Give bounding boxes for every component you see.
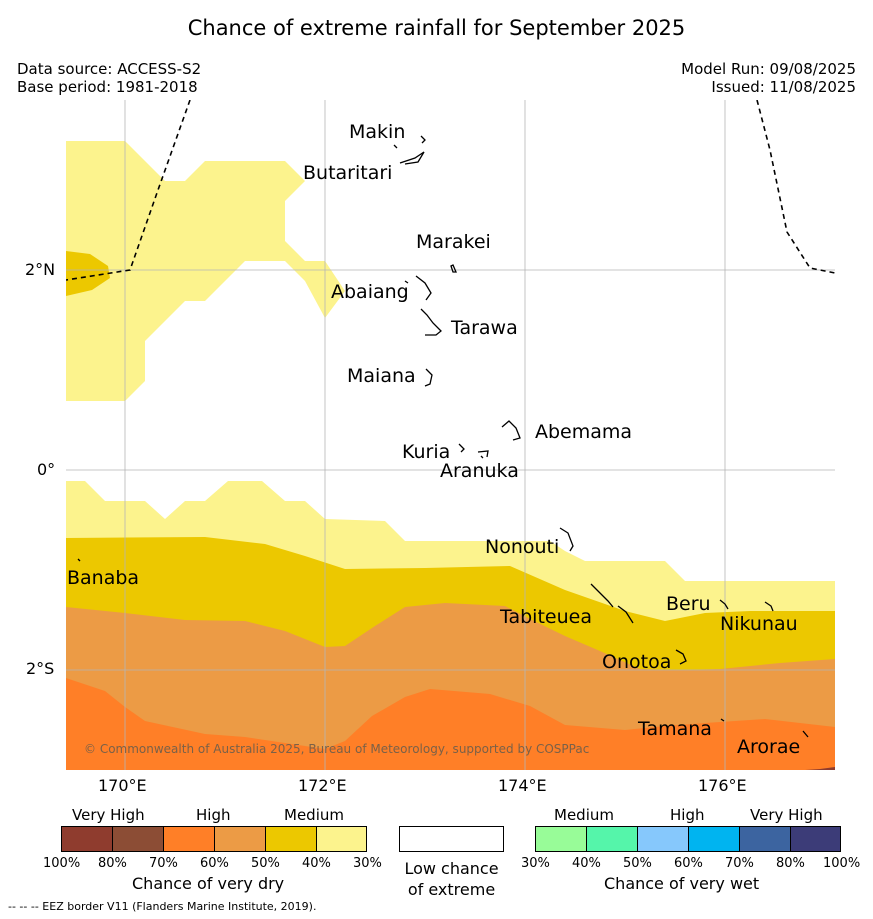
island-label-butaritari: Butaritari — [303, 162, 393, 184]
model-run-text: Model Run: 09/08/2025 — [681, 60, 856, 78]
wet-tick-70: 70% — [725, 856, 754, 871]
south-very-high-dry-zone — [66, 678, 835, 770]
island-label-beru: Beru — [666, 593, 711, 615]
dry-caption: Chance of very dry — [132, 874, 285, 893]
north-high-dry-zone — [66, 251, 110, 296]
corner-extreme-dry-zone — [805, 767, 835, 770]
lon-label-172e: 172°E — [298, 776, 347, 795]
atoll-outlines — [77, 135, 809, 738]
wet-group-medium: Medium — [554, 806, 614, 824]
lat-label-0: 0° — [37, 460, 56, 479]
low-chance-caption-2: of extreme — [407, 880, 496, 899]
lon-label-176e: 176°E — [698, 776, 747, 795]
banaba-island — [77, 558, 81, 562]
island-label-makin: Makin — [349, 121, 406, 143]
header-right: Model Run: 09/08/2025 Issued: 11/08/2025 — [681, 60, 856, 96]
wet-tick-30: 30% — [521, 856, 550, 871]
island-label-onotoa: Onotoa — [602, 651, 672, 673]
header-left: Data source: ACCESS-S2 Base period: 1981… — [17, 60, 201, 96]
dry-group-high: High — [196, 806, 231, 824]
wet-group-high: High — [670, 806, 705, 824]
lat-label-2n: 2°N — [25, 260, 56, 279]
wet-group-very-high: Very High — [750, 806, 823, 824]
tarawa-atoll — [420, 308, 442, 336]
island-label-tabiteuea: Tabiteuea — [500, 606, 592, 628]
abemama-atoll — [501, 420, 521, 441]
aranuka-atoll — [477, 450, 489, 459]
island-label-aranuka: Aranuka — [440, 460, 519, 482]
wet-swatch-70-80 — [739, 826, 790, 852]
copyright-notice: © Commonwealth of Australia 2025, Bureau… — [84, 742, 590, 756]
island-label-marakei: Marakei — [416, 231, 491, 253]
nonouti-atoll — [559, 527, 574, 552]
dry-swatch-40-30 — [316, 826, 367, 852]
island-label-tarawa: Tarawa — [451, 317, 518, 339]
tamana-island — [720, 718, 725, 722]
island-label-abaiang: Abaiang — [331, 281, 409, 303]
dry-swatch-100-80 — [61, 826, 112, 852]
lat-label-2s: 2°S — [26, 659, 55, 678]
dry-swatch-70-60 — [163, 826, 214, 852]
makin-atoll — [420, 135, 426, 144]
wet-tick-60: 60% — [674, 856, 703, 871]
dry-tick-30: 30% — [353, 856, 382, 871]
wet-tick-100: 100% — [823, 856, 861, 871]
low-chance-caption-1: Low chance — [404, 859, 499, 878]
dry-group-medium: Medium — [284, 806, 344, 824]
low-chance-swatch — [399, 826, 504, 852]
chart-title: Chance of extreme rainfall for September… — [187, 16, 686, 40]
nikunau-atoll — [764, 601, 774, 612]
abaiang-atoll — [404, 275, 432, 301]
island-label-nikunau: Nikunau — [720, 613, 798, 635]
dry-tick-100: 100% — [43, 856, 81, 871]
dry-tick-50: 50% — [251, 856, 280, 871]
lon-label-170e: 170°E — [98, 776, 147, 795]
marakei-atoll — [450, 264, 457, 273]
dry-swatch-50-40 — [265, 826, 316, 852]
beru-atoll — [719, 599, 729, 610]
tabiteuea-atoll — [590, 583, 634, 624]
wet-caption: Chance of very wet — [604, 874, 760, 893]
wet-swatch-60-70 — [688, 826, 739, 852]
maiana-atoll — [424, 368, 433, 387]
data-source-text: Data source: ACCESS-S2 — [17, 60, 202, 78]
arorae-island — [802, 730, 809, 738]
dry-tick-40: 40% — [302, 856, 331, 871]
dry-tick-60: 60% — [200, 856, 229, 871]
island-label-kuria: Kuria — [402, 441, 451, 463]
island-label-banaba: Banaba — [67, 567, 140, 589]
wet-swatch-40-50 — [586, 826, 637, 852]
dry-tick-70: 70% — [149, 856, 178, 871]
wet-swatch-50-60 — [637, 826, 688, 852]
kuria-atoll — [458, 443, 465, 453]
island-label-abemama: Abemama — [535, 421, 633, 443]
issued-text: Issued: 11/08/2025 — [711, 78, 856, 96]
north-medium-dry-zone — [66, 141, 345, 401]
dry-tick-80: 80% — [98, 856, 127, 871]
lon-label-174e: 174°E — [498, 776, 547, 795]
base-period-text: Base period: 1981-2018 — [17, 78, 198, 96]
dry-swatch-80-70 — [112, 826, 163, 852]
eez-border-east — [756, 100, 835, 274]
island-label-tamana: Tamana — [638, 718, 712, 740]
onotoa-atoll — [675, 649, 687, 665]
dry-group-very-high: Very High — [72, 806, 145, 824]
island-label-nonouti: Nonouti — [485, 536, 560, 558]
eez-border-west — [66, 100, 191, 281]
makin-islet — [393, 144, 398, 149]
graticule — [66, 100, 835, 770]
wet-swatch-80-100 — [790, 826, 841, 852]
island-label-arorae: Arorae — [737, 736, 801, 758]
wet-tick-40: 40% — [572, 856, 601, 871]
wet-tick-50: 50% — [623, 856, 652, 871]
dry-swatch-60-50 — [214, 826, 265, 852]
butaritari-atoll — [399, 151, 425, 165]
wet-tick-80: 80% — [776, 856, 805, 871]
eez-border-footnote: -- -- -- EEZ border V11 (Flanders Marine… — [8, 900, 317, 913]
island-label-maiana: Maiana — [347, 365, 416, 387]
wet-swatch-30-40 — [535, 826, 586, 852]
